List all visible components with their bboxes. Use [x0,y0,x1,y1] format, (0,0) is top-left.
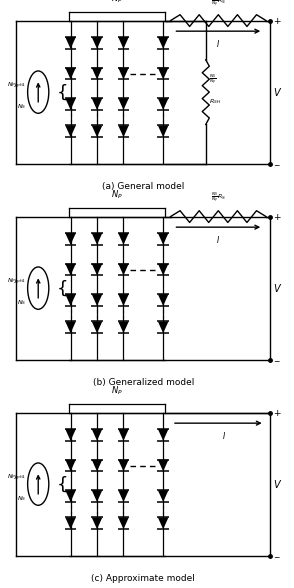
Text: $N_P J_{ph1}$: $N_P J_{ph1}$ [7,473,26,483]
Polygon shape [158,294,168,306]
Text: $N_P J_{ph1}$: $N_P J_{ph1}$ [7,81,26,91]
Polygon shape [92,322,102,333]
Polygon shape [118,68,129,79]
Text: $\frac{N_S}{N_P}$: $\frac{N_S}{N_P}$ [209,73,217,86]
Polygon shape [92,68,102,79]
Polygon shape [158,460,168,472]
Polygon shape [65,37,76,49]
Polygon shape [65,294,76,306]
Text: $-$: $-$ [273,551,281,560]
Text: (a) General model: (a) General model [102,182,185,191]
Polygon shape [65,429,76,441]
Polygon shape [92,98,102,110]
Polygon shape [158,98,168,110]
Polygon shape [118,37,129,49]
Polygon shape [65,490,76,502]
Polygon shape [65,263,76,275]
Polygon shape [65,68,76,79]
Text: $N_P$: $N_P$ [111,0,123,5]
Polygon shape [65,233,76,245]
Polygon shape [92,429,102,441]
Text: $N_P$: $N_P$ [111,188,123,201]
Polygon shape [92,233,102,245]
Polygon shape [92,125,102,137]
Polygon shape [118,98,129,110]
Polygon shape [118,429,129,441]
Text: $I$: $I$ [216,38,220,49]
Text: $N_P$: $N_P$ [111,384,123,397]
Polygon shape [65,125,76,137]
Text: $R_{SH}$: $R_{SH}$ [209,97,222,106]
Text: $+$: $+$ [273,407,282,417]
Text: (c) Approximate model: (c) Approximate model [91,574,195,583]
Text: $\{$: $\{$ [56,475,67,494]
Text: $N_S$: $N_S$ [17,495,26,503]
Polygon shape [158,263,168,275]
Polygon shape [118,125,129,137]
Text: $\frac{N_S}{N_P}R_S$: $\frac{N_S}{N_P}R_S$ [211,191,226,203]
Polygon shape [118,517,129,529]
Polygon shape [92,460,102,472]
Polygon shape [65,98,76,110]
Polygon shape [118,294,129,306]
Text: $\{$: $\{$ [56,278,67,298]
Polygon shape [158,68,168,79]
Polygon shape [118,263,129,275]
Polygon shape [92,37,102,49]
Text: $I$: $I$ [222,430,226,441]
Polygon shape [118,322,129,333]
Text: $-$: $-$ [273,159,281,168]
Text: $N_S$: $N_S$ [17,299,26,308]
Text: $V$: $V$ [273,86,283,98]
Polygon shape [158,517,168,529]
Polygon shape [158,429,168,441]
Text: (b) Generalized model: (b) Generalized model [93,378,194,387]
Text: $\frac{N_S}{N_P}R_S$: $\frac{N_S}{N_P}R_S$ [211,0,226,8]
Polygon shape [92,517,102,529]
Polygon shape [92,263,102,275]
Polygon shape [118,233,129,245]
Polygon shape [92,294,102,306]
Text: $\{$: $\{$ [56,82,67,102]
Text: $V$: $V$ [273,282,283,294]
Text: $+$: $+$ [273,212,282,222]
Polygon shape [65,322,76,333]
Text: $+$: $+$ [273,15,282,26]
Text: $V$: $V$ [273,478,283,490]
Text: $N_P J_{ph1}$: $N_P J_{ph1}$ [7,277,26,287]
Polygon shape [65,460,76,472]
Polygon shape [158,125,168,137]
Polygon shape [92,490,102,502]
Polygon shape [158,490,168,502]
Polygon shape [65,517,76,529]
Text: $-$: $-$ [273,355,281,364]
Text: $N_S$: $N_S$ [17,102,26,111]
Polygon shape [158,322,168,333]
Polygon shape [118,460,129,472]
Polygon shape [158,233,168,245]
Text: $I$: $I$ [216,234,220,245]
Polygon shape [158,37,168,49]
Polygon shape [118,490,129,502]
